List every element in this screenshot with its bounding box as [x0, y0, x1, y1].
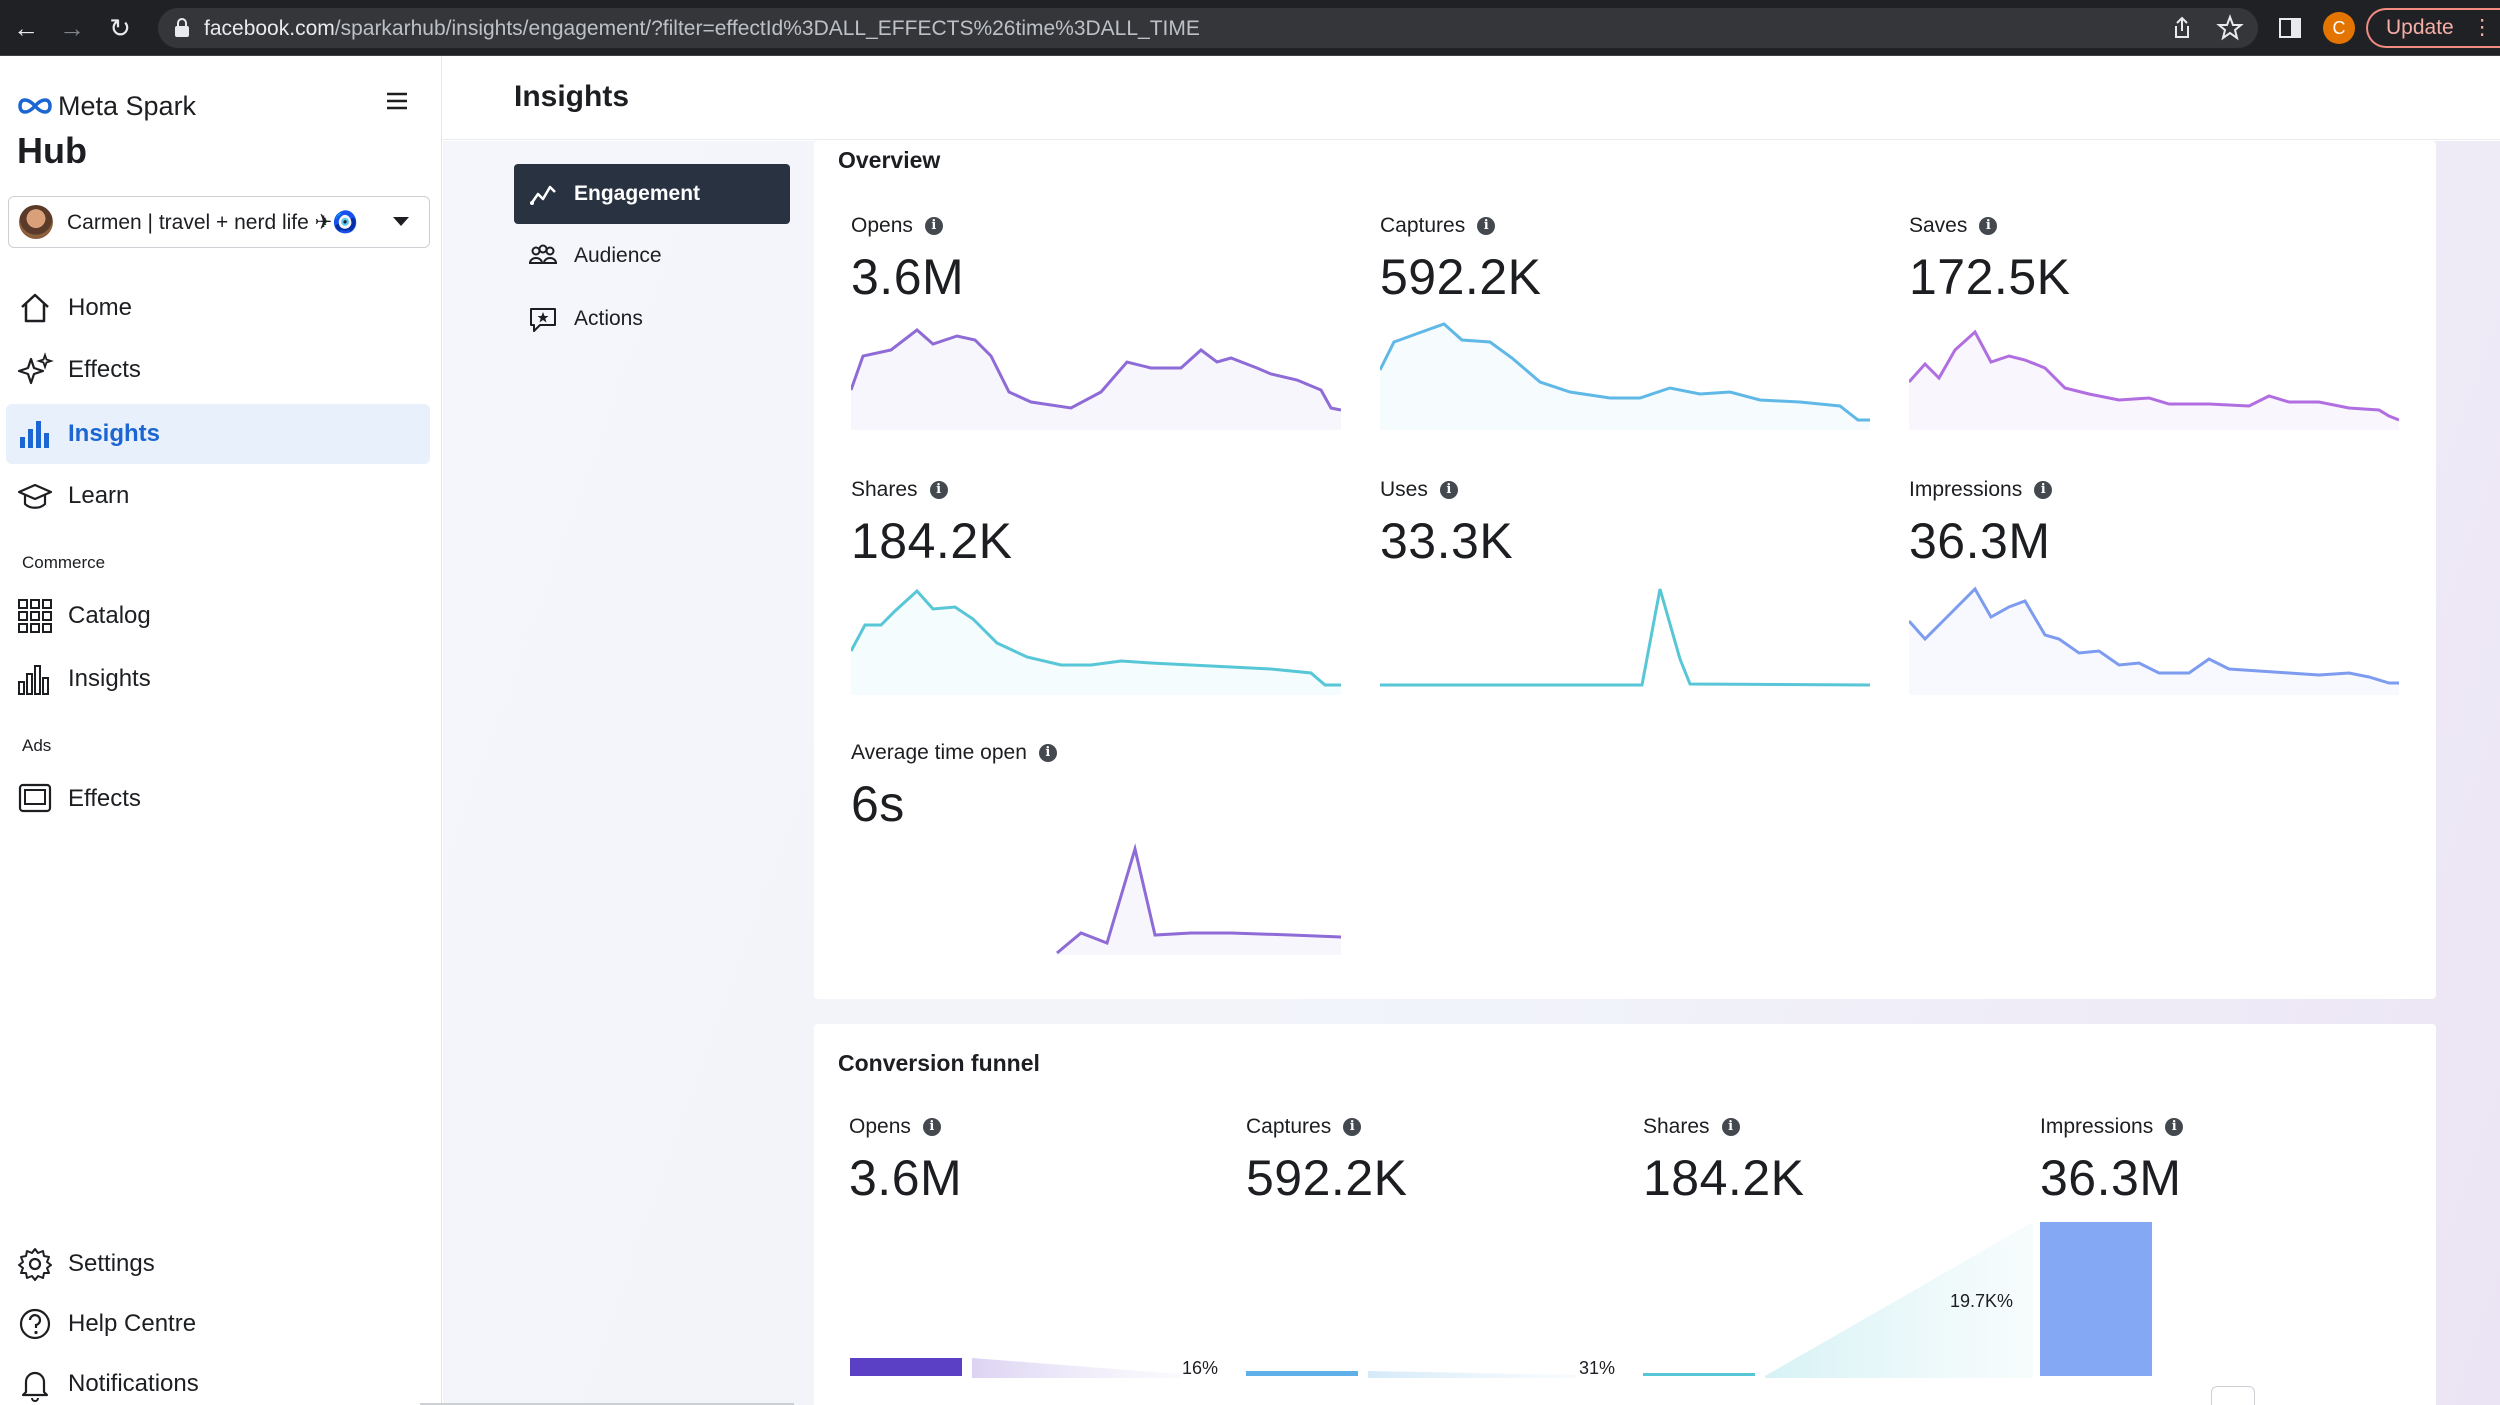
sidebar-item-commerce-insights[interactable]: Insights [6, 649, 430, 709]
horizontal-scrollbar[interactable] [420, 1403, 794, 1405]
sidebar-item-notifications[interactable]: Notifications [6, 1354, 430, 1405]
bookmark-star-icon[interactable] [2214, 12, 2246, 44]
chevron-down-icon [393, 217, 409, 226]
metric-opens: Opens i 3.6M [851, 214, 965, 305]
tab-audience[interactable]: Audience [514, 226, 790, 286]
info-icon[interactable]: i [1477, 217, 1496, 235]
sidebar-item-effects[interactable]: Effects [6, 340, 430, 400]
chat-star-icon [530, 308, 556, 332]
funnel-shares: Shares i 184.2K [1643, 1115, 1805, 1206]
profile-avatar[interactable]: C [2323, 12, 2355, 44]
section-label-ads: Ads [22, 736, 52, 755]
info-icon[interactable]: i [1343, 1118, 1362, 1136]
metric-average-time-open: Average time open i 6s [851, 741, 1057, 833]
overview-card: Overview [814, 141, 2436, 999]
page-header: Insights [443, 56, 2500, 140]
info-icon[interactable]: i [1721, 1118, 1740, 1136]
side-panel-icon[interactable] [2274, 12, 2306, 44]
funnel-pct-captures-to-shares: 31% [1579, 1358, 1616, 1378]
browser-toolbar: ← → ↻ facebook.com/sparkarhub/insights/e… [0, 0, 2500, 56]
funnel-connector-captures [1368, 1371, 1576, 1378]
funnel-bar-opens [850, 1358, 962, 1376]
share-icon[interactable] [2166, 12, 2198, 44]
sparkline-opens [851, 328, 1341, 430]
metric-saves: Saves i 172.5K [1909, 214, 2071, 305]
avatar [19, 205, 53, 239]
sidebar-item-settings[interactable]: Settings [6, 1234, 430, 1294]
info-icon[interactable]: i [922, 1118, 941, 1136]
sparkline-saves [1909, 329, 2399, 430]
info-icon[interactable]: i [929, 481, 948, 499]
sidebar-item-catalog[interactable]: Catalog [6, 586, 430, 646]
meta-spark-logo[interactable]: Meta Spark [16, 86, 196, 126]
graduation-cap-icon [17, 483, 53, 509]
info-icon[interactable]: i [2165, 1118, 2184, 1136]
update-button[interactable]: Update ⋮ [2366, 8, 2500, 48]
tab-actions[interactable]: Actions [514, 289, 790, 349]
hub-title: Hub [17, 130, 87, 171]
monitor-icon [18, 783, 52, 813]
funnel-pct-opens-to-captures: 16% [1182, 1358, 1219, 1378]
funnel-title: Conversion funnel [838, 1050, 1040, 1076]
funnel-pct-shares-to-impressions: 19.7K% [1950, 1291, 2014, 1311]
sparkline-captures [1380, 322, 1870, 430]
menu-icon[interactable] [384, 88, 410, 114]
grid-icon [18, 599, 52, 633]
sidebar: Meta Spark Hub Carmen | travel + nerd li… [0, 56, 442, 1405]
info-icon[interactable]: i [1038, 744, 1057, 762]
account-name: Carmen | travel + nerd life ✈🧿 [67, 210, 359, 234]
funnel-impressions: Impressions i 36.3M [2040, 1115, 2184, 1206]
sidebar-item-insights[interactable]: Insights [6, 404, 430, 464]
funnel-bar-impressions [2040, 1222, 2152, 1376]
people-icon [528, 244, 558, 264]
help-icon [19, 1308, 51, 1340]
url-text: facebook.com/sparkarhub/insights/engagem… [204, 17, 1200, 40]
funnel-bar-shares [1643, 1373, 1755, 1376]
funnel-connector-opens [972, 1358, 1180, 1378]
metric-captures: Captures i 592.2K [1380, 214, 1542, 305]
floating-action-button[interactable] [2211, 1386, 2255, 1405]
reload-icon[interactable]: ↻ [109, 13, 131, 43]
conversion-funnel-card: Conversion funnel [814, 1024, 2436, 1405]
funnel-bar-captures [1246, 1371, 1358, 1376]
sparkline-shares [851, 588, 1341, 695]
account-selector[interactable]: Carmen | travel + nerd life ✈🧿 [8, 196, 430, 248]
lock-icon [175, 18, 189, 37]
back-arrow-icon[interactable]: ← [13, 13, 39, 43]
trend-icon [529, 185, 556, 205]
bell-icon [21, 1371, 49, 1402]
sidebar-item-ads-effects[interactable]: Effects [6, 769, 430, 829]
sparkline-impressions [1909, 586, 2399, 695]
metric-shares: Shares i 184.2K [851, 478, 1013, 569]
funnel-connector-shares [1765, 1222, 2033, 1378]
metric-uses: Uses i 33.3K [1380, 478, 1514, 569]
forward-arrow-icon[interactable]: → [59, 13, 85, 43]
meta-infinity-icon [18, 98, 52, 114]
sparkles-icon [17, 352, 54, 385]
tab-engagement[interactable]: Engagement [514, 164, 790, 224]
info-icon[interactable]: i [924, 217, 943, 235]
bar-chart-outline-icon [18, 665, 49, 695]
home-icon [21, 293, 49, 323]
sidebar-item-home[interactable]: Home [6, 278, 430, 338]
info-icon[interactable]: i [2034, 481, 2053, 499]
funnel-opens: Opens i 3.6M [849, 1115, 963, 1206]
info-icon[interactable]: i [1439, 481, 1458, 499]
sidebar-item-help-centre[interactable]: Help Centre [6, 1294, 430, 1354]
sidebar-item-learn[interactable]: Learn [6, 466, 430, 526]
info-icon[interactable]: i [1979, 217, 1998, 235]
metric-impressions: Impressions i 36.3M [1909, 478, 2053, 569]
sparkline-average-time-open [1056, 843, 1341, 955]
section-label-commerce: Commerce [22, 553, 106, 572]
gear-icon [18, 1248, 52, 1281]
overview-title: Overview [838, 147, 941, 173]
bar-chart-icon [20, 421, 49, 448]
sparkline-uses [1380, 588, 1870, 687]
funnel-captures: Captures i 592.2K [1246, 1115, 1408, 1206]
page-title: Insights [514, 80, 630, 113]
brand-name: Meta Spark [58, 90, 197, 121]
address-bar[interactable]: facebook.com/sparkarhub/insights/engagem… [158, 8, 2258, 48]
